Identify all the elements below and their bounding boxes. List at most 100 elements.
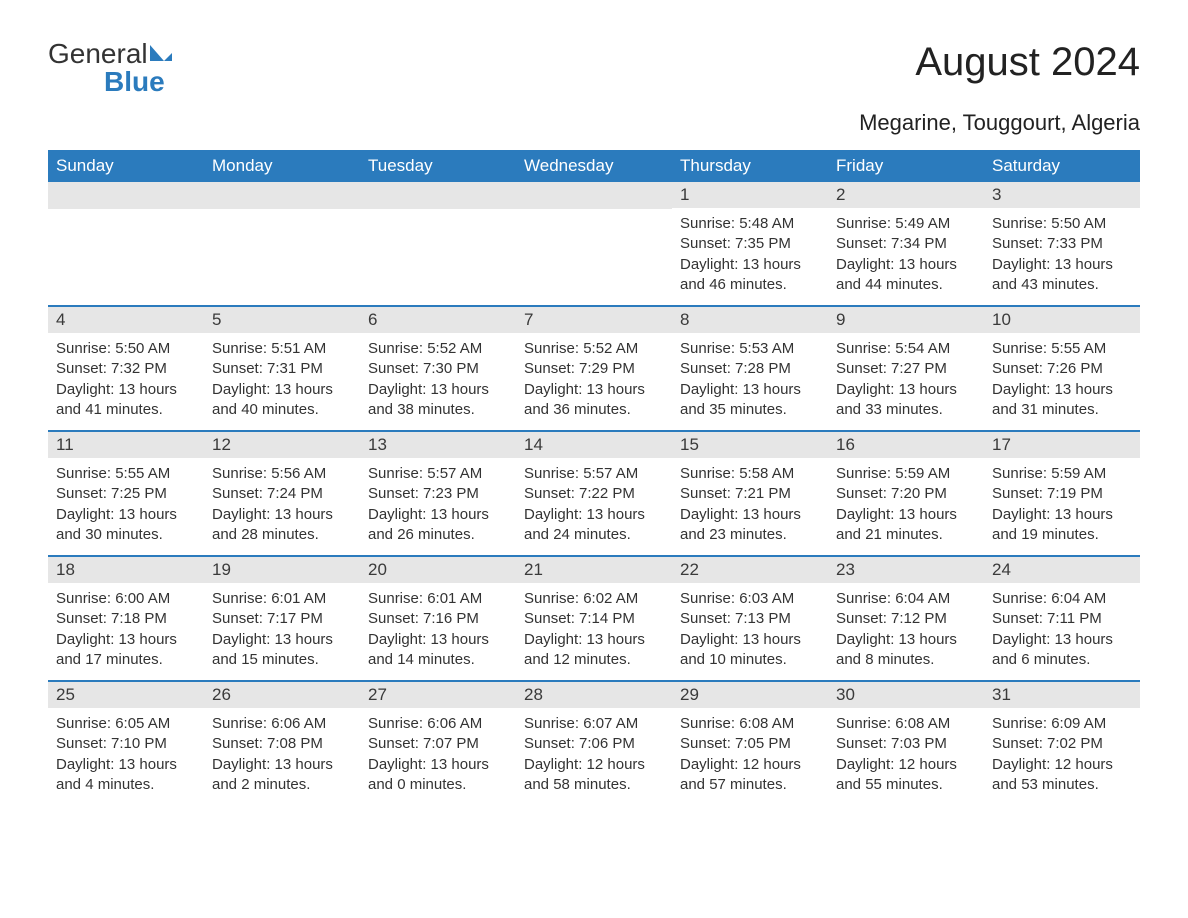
weeks-container: 1Sunrise: 5:48 AMSunset: 7:35 PMDaylight… [48,182,1140,805]
sunset-line: Sunset: 7:02 PM [992,734,1132,754]
sunset-line: Sunset: 7:16 PM [368,609,508,629]
date-number: 25 [48,682,204,708]
date-number: 18 [48,557,204,583]
daylight-line: Daylight: 13 hours and 28 minutes. [212,505,352,546]
day-header: Thursday [672,150,828,182]
day-info: Sunrise: 5:56 AMSunset: 7:24 PMDaylight:… [204,458,360,555]
sunrise-line: Sunrise: 5:50 AM [992,214,1132,234]
day-header-row: Sunday Monday Tuesday Wednesday Thursday… [48,150,1140,182]
date-number [48,182,204,209]
sunset-line: Sunset: 7:06 PM [524,734,664,754]
daylight-line: Daylight: 13 hours and 14 minutes. [368,630,508,671]
day-info: Sunrise: 6:08 AMSunset: 7:05 PMDaylight:… [672,708,828,805]
day-info: Sunrise: 6:00 AMSunset: 7:18 PMDaylight:… [48,583,204,680]
day-info: Sunrise: 5:52 AMSunset: 7:30 PMDaylight:… [360,333,516,430]
sunset-line: Sunset: 7:13 PM [680,609,820,629]
sail-icon [148,40,174,68]
day-info: Sunrise: 6:09 AMSunset: 7:02 PMDaylight:… [984,708,1140,805]
date-number: 24 [984,557,1140,583]
daylight-line: Daylight: 13 hours and 46 minutes. [680,255,820,296]
sunset-line: Sunset: 7:03 PM [836,734,976,754]
calendar-cell: 8Sunrise: 5:53 AMSunset: 7:28 PMDaylight… [672,307,828,430]
calendar-cell: 17Sunrise: 5:59 AMSunset: 7:19 PMDayligh… [984,432,1140,555]
date-number: 29 [672,682,828,708]
day-info: Sunrise: 5:57 AMSunset: 7:22 PMDaylight:… [516,458,672,555]
logo-word2: Blue [104,66,165,97]
sunrise-line: Sunrise: 5:48 AM [680,214,820,234]
day-header: Monday [204,150,360,182]
calendar-cell: 6Sunrise: 5:52 AMSunset: 7:30 PMDaylight… [360,307,516,430]
daylight-line: Daylight: 13 hours and 26 minutes. [368,505,508,546]
date-number: 26 [204,682,360,708]
sunset-line: Sunset: 7:34 PM [836,234,976,254]
day-info: Sunrise: 5:55 AMSunset: 7:25 PMDaylight:… [48,458,204,555]
day-info: Sunrise: 5:48 AMSunset: 7:35 PMDaylight:… [672,208,828,305]
day-info: Sunrise: 5:57 AMSunset: 7:23 PMDaylight:… [360,458,516,555]
day-info: Sunrise: 6:04 AMSunset: 7:12 PMDaylight:… [828,583,984,680]
sunrise-line: Sunrise: 5:54 AM [836,339,976,359]
daylight-line: Daylight: 13 hours and 35 minutes. [680,380,820,421]
calendar-cell: 31Sunrise: 6:09 AMSunset: 7:02 PMDayligh… [984,682,1140,805]
calendar-cell: 18Sunrise: 6:00 AMSunset: 7:18 PMDayligh… [48,557,204,680]
sunrise-line: Sunrise: 5:52 AM [524,339,664,359]
date-number: 1 [672,182,828,208]
date-number: 10 [984,307,1140,333]
calendar-cell: 13Sunrise: 5:57 AMSunset: 7:23 PMDayligh… [360,432,516,555]
sunset-line: Sunset: 7:23 PM [368,484,508,504]
date-number: 20 [360,557,516,583]
day-info: Sunrise: 6:07 AMSunset: 7:06 PMDaylight:… [516,708,672,805]
daylight-line: Daylight: 13 hours and 24 minutes. [524,505,664,546]
date-number: 23 [828,557,984,583]
daylight-line: Daylight: 12 hours and 58 minutes. [524,755,664,796]
sunset-line: Sunset: 7:19 PM [992,484,1132,504]
day-header: Saturday [984,150,1140,182]
day-header: Sunday [48,150,204,182]
daylight-line: Daylight: 13 hours and 41 minutes. [56,380,196,421]
sunrise-line: Sunrise: 6:05 AM [56,714,196,734]
calendar-cell: 16Sunrise: 5:59 AMSunset: 7:20 PMDayligh… [828,432,984,555]
date-number: 27 [360,682,516,708]
calendar-cell: 19Sunrise: 6:01 AMSunset: 7:17 PMDayligh… [204,557,360,680]
daylight-line: Daylight: 13 hours and 6 minutes. [992,630,1132,671]
daylight-line: Daylight: 13 hours and 31 minutes. [992,380,1132,421]
day-info: Sunrise: 5:53 AMSunset: 7:28 PMDaylight:… [672,333,828,430]
sunrise-line: Sunrise: 6:06 AM [212,714,352,734]
daylight-line: Daylight: 13 hours and 43 minutes. [992,255,1132,296]
date-number: 30 [828,682,984,708]
sunrise-line: Sunrise: 6:01 AM [368,589,508,609]
calendar-cell: 1Sunrise: 5:48 AMSunset: 7:35 PMDaylight… [672,182,828,305]
sunset-line: Sunset: 7:29 PM [524,359,664,379]
sunset-line: Sunset: 7:21 PM [680,484,820,504]
date-number: 7 [516,307,672,333]
day-info: Sunrise: 5:55 AMSunset: 7:26 PMDaylight:… [984,333,1140,430]
day-info: Sunrise: 5:52 AMSunset: 7:29 PMDaylight:… [516,333,672,430]
sunset-line: Sunset: 7:12 PM [836,609,976,629]
sunset-line: Sunset: 7:27 PM [836,359,976,379]
date-number: 4 [48,307,204,333]
sunrise-line: Sunrise: 5:56 AM [212,464,352,484]
date-number: 14 [516,432,672,458]
day-info: Sunrise: 5:54 AMSunset: 7:27 PMDaylight:… [828,333,984,430]
header-row: General Blue August 2024 [48,40,1140,96]
sunrise-line: Sunrise: 6:09 AM [992,714,1132,734]
date-number: 8 [672,307,828,333]
sunrise-line: Sunrise: 5:52 AM [368,339,508,359]
date-number: 3 [984,182,1140,208]
calendar-cell: 12Sunrise: 5:56 AMSunset: 7:24 PMDayligh… [204,432,360,555]
sunset-line: Sunset: 7:26 PM [992,359,1132,379]
date-number: 11 [48,432,204,458]
sunrise-line: Sunrise: 5:50 AM [56,339,196,359]
calendar-cell: 2Sunrise: 5:49 AMSunset: 7:34 PMDaylight… [828,182,984,305]
sunset-line: Sunset: 7:35 PM [680,234,820,254]
calendar-cell: 14Sunrise: 5:57 AMSunset: 7:22 PMDayligh… [516,432,672,555]
day-info: Sunrise: 5:58 AMSunset: 7:21 PMDaylight:… [672,458,828,555]
date-number [360,182,516,209]
sunset-line: Sunset: 7:14 PM [524,609,664,629]
daylight-line: Daylight: 13 hours and 4 minutes. [56,755,196,796]
date-number: 28 [516,682,672,708]
sunrise-line: Sunrise: 5:59 AM [992,464,1132,484]
daylight-line: Daylight: 13 hours and 10 minutes. [680,630,820,671]
daylight-line: Daylight: 12 hours and 55 minutes. [836,755,976,796]
calendar-cell [516,182,672,305]
sunrise-line: Sunrise: 5:57 AM [368,464,508,484]
